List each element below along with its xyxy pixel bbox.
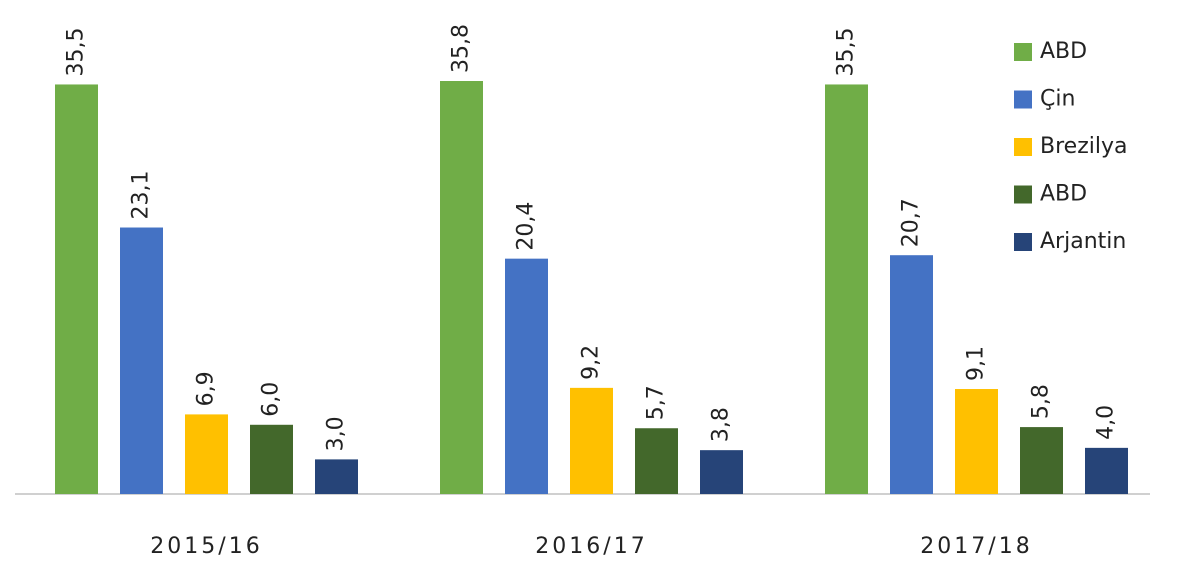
bar <box>570 387 613 494</box>
bar <box>890 255 933 494</box>
bar <box>825 84 868 495</box>
bar <box>505 258 548 494</box>
value-label: 20,4 <box>514 202 539 251</box>
legend-swatch <box>1014 233 1032 251</box>
bar <box>955 389 998 494</box>
value-label: 35,5 <box>834 27 859 76</box>
bar <box>185 414 228 494</box>
value-label: 4,0 <box>1094 405 1119 440</box>
x-tick-label: 2015/16 <box>150 534 262 559</box>
bar <box>120 227 163 494</box>
x-tick-label: 2016/17 <box>535 534 647 559</box>
x-tick-label: 2017/18 <box>920 534 1032 559</box>
legend-label: Çin <box>1040 87 1075 112</box>
legend-swatch <box>1014 90 1032 109</box>
bar <box>700 450 743 494</box>
value-label: 3,8 <box>709 407 734 442</box>
value-label: 35,5 <box>64 27 89 76</box>
value-label: 20,7 <box>899 198 924 247</box>
value-label: 23,1 <box>129 171 154 220</box>
legend-label: ABD <box>1040 182 1087 207</box>
value-label: 6,9 <box>194 371 219 406</box>
value-label: 9,1 <box>964 346 989 381</box>
value-label: 6,0 <box>259 382 284 417</box>
bar <box>315 459 358 494</box>
bar <box>1085 447 1128 494</box>
value-label: 5,8 <box>1029 384 1054 419</box>
legend-swatch <box>1014 43 1032 61</box>
bar <box>635 428 678 494</box>
bar <box>250 424 293 494</box>
legend-label: Brezilya <box>1040 134 1127 159</box>
value-label: 9,2 <box>579 345 604 380</box>
bar <box>440 81 483 494</box>
value-label: 35,8 <box>449 24 474 73</box>
bar <box>55 84 98 495</box>
legend-swatch <box>1014 138 1032 156</box>
legend-label: Arjantin <box>1040 229 1126 254</box>
legend-swatch <box>1014 185 1032 204</box>
bar <box>1020 427 1063 494</box>
legend-label: ABD <box>1040 39 1087 64</box>
value-label: 5,7 <box>644 385 669 420</box>
value-label: 3,0 <box>324 416 349 451</box>
